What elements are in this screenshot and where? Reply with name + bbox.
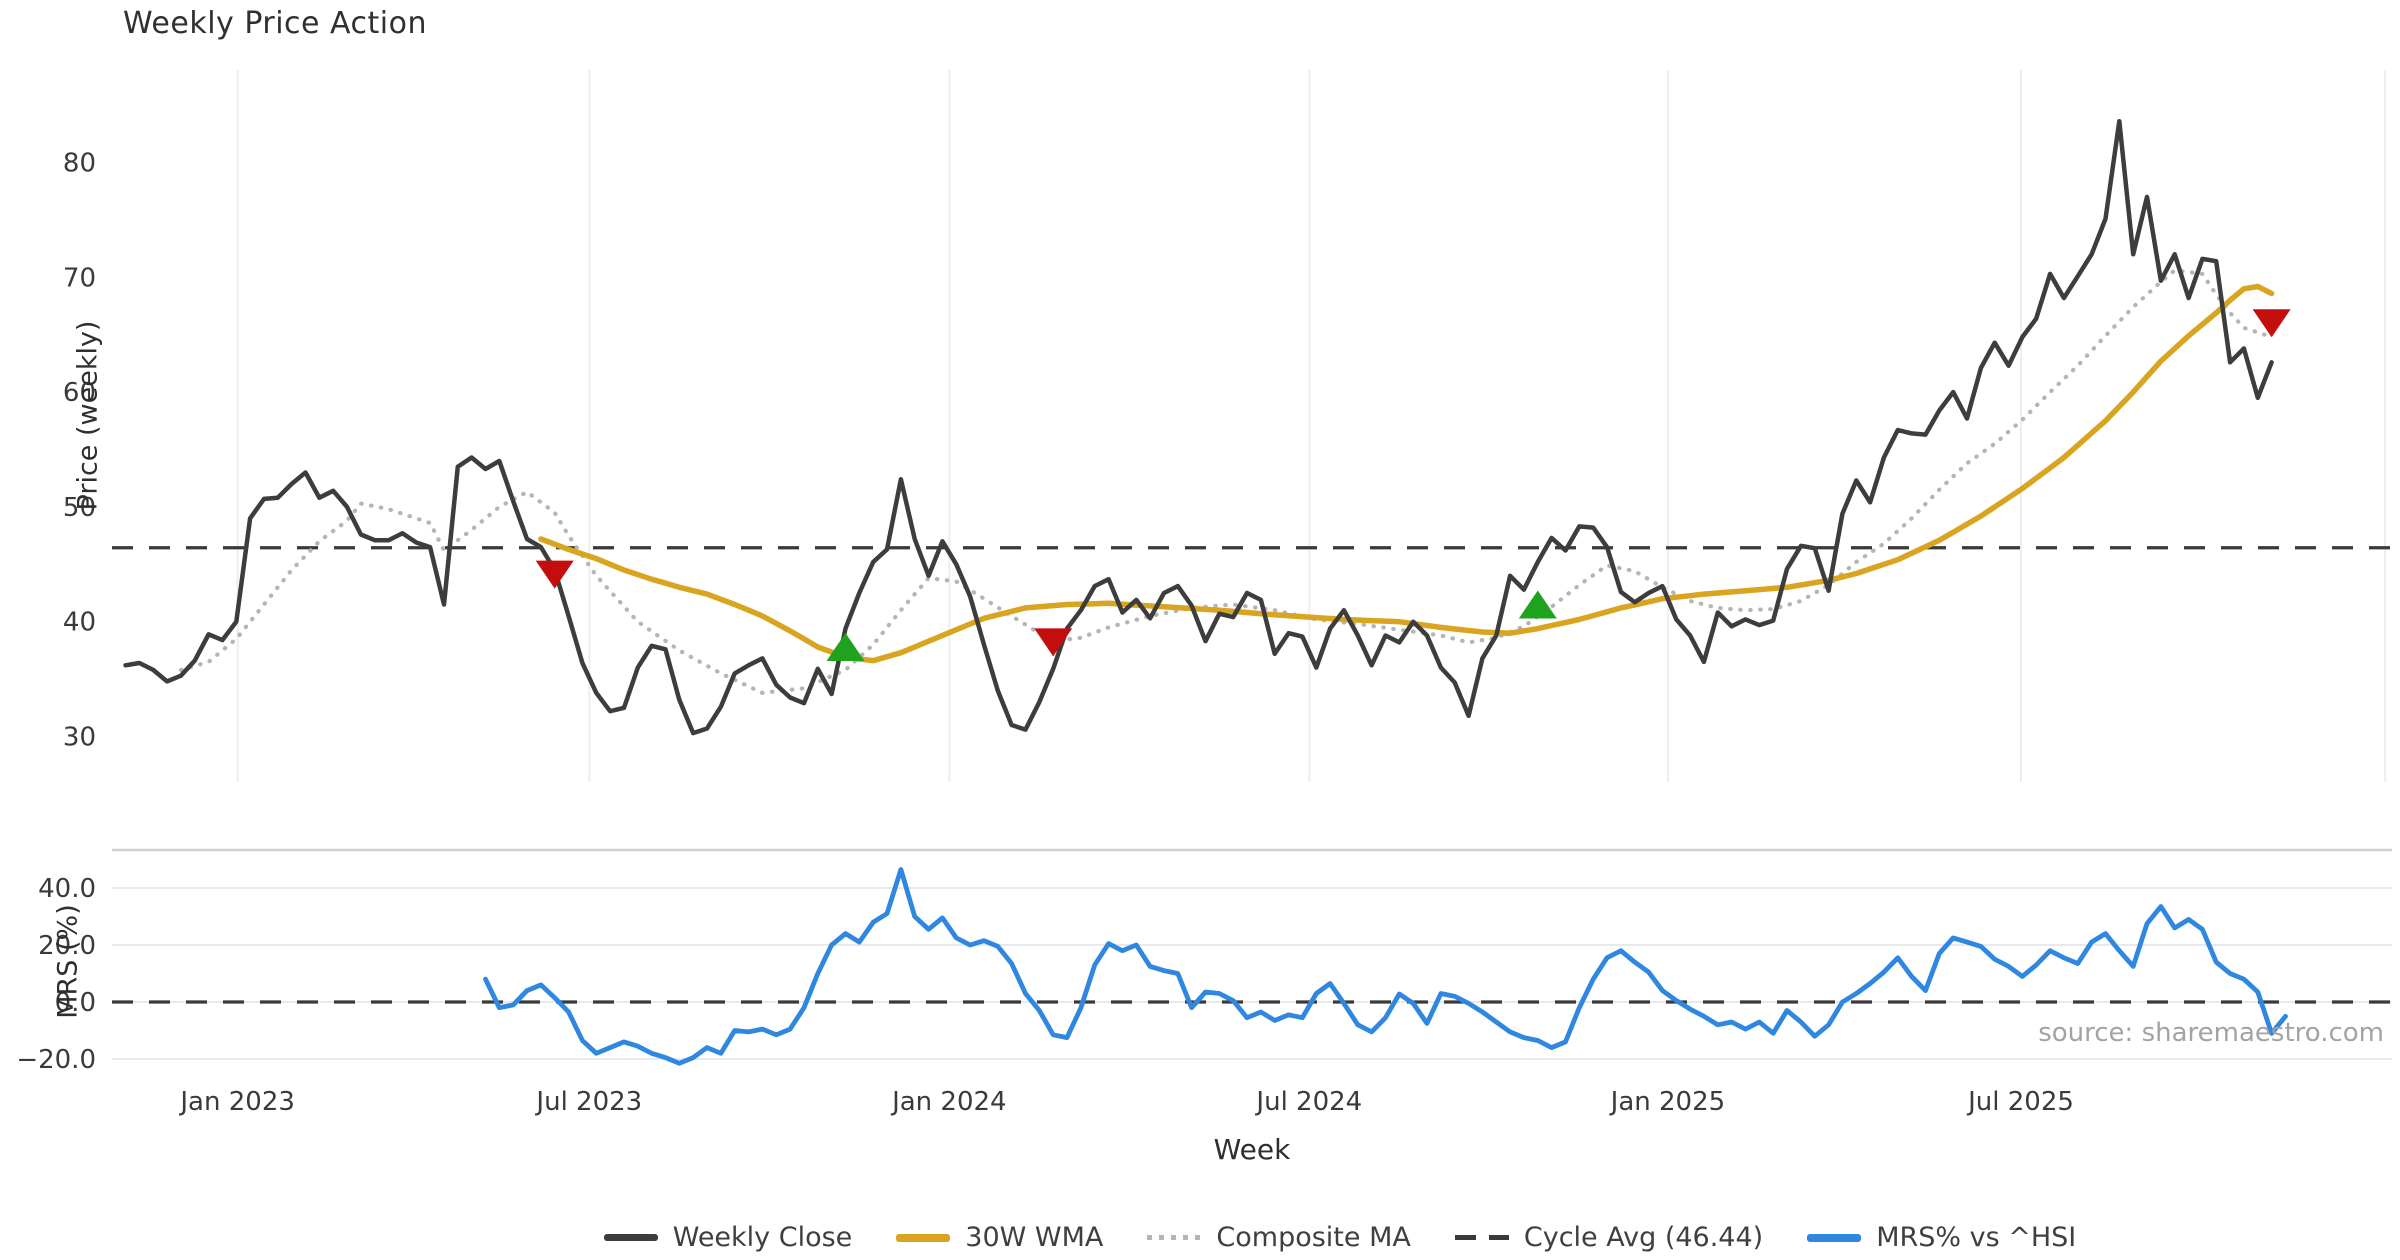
x-tick-label: Jan 2024	[890, 1087, 1007, 1117]
legend-item-cycle-avg: Cycle Avg (46.44)	[1454, 1222, 1764, 1253]
x-tick-label: Jul 2025	[1966, 1087, 2074, 1117]
mrs-tick-label: −20.0	[16, 1045, 96, 1075]
price-tick-label: 40	[63, 608, 96, 638]
buy-signal-marker	[1518, 590, 1557, 619]
sell-signal-marker	[1034, 628, 1073, 657]
price-tick-label: 80	[63, 149, 96, 179]
x-tick-label: Jul 2024	[1254, 1087, 1362, 1117]
mrs-swatch-icon	[1807, 1233, 1862, 1242]
price-tick-label: 70	[63, 263, 96, 293]
wma-swatch-icon	[896, 1233, 951, 1242]
mrs-tick-label: 0.0	[55, 988, 96, 1018]
mrs-tick-label: 20.0	[38, 931, 96, 961]
composite-ma-swatch-icon	[1147, 1235, 1202, 1240]
cycle-avg-swatch-icon	[1454, 1235, 1509, 1240]
sell-signal-marker	[535, 560, 574, 589]
series-composite-ma	[178, 268, 2274, 696]
buy-signal-marker	[826, 632, 865, 661]
series-30w-wma	[538, 283, 2275, 664]
price-tick-label: 50	[63, 493, 96, 523]
x-tick-label: Jul 2023	[534, 1087, 642, 1117]
mrs-tick-label: 40.0	[38, 874, 96, 904]
x-axis-label: Week	[1213, 1133, 1291, 1166]
price-tick-label: 30	[63, 723, 96, 753]
legend-item-mrs: MRS% vs ^HSI	[1807, 1222, 2076, 1253]
legend-item-30w-wma: 30W WMA	[896, 1222, 1103, 1253]
x-tick-label: Jan 2025	[1609, 1087, 1726, 1117]
source-watermark: source: sharemaestro.com	[2038, 1018, 2384, 1048]
chart-legend: Weekly Close 30W WMA Composite MA Cycle …	[140, 1222, 2400, 1253]
weekly-close-swatch-icon	[603, 1234, 658, 1241]
series-mrs	[483, 867, 2288, 1066]
legend-item-composite-ma: Composite MA	[1147, 1222, 1411, 1253]
mrs-axis-label: MRS (%)	[52, 904, 84, 1019]
legend-label-composite-ma: Composite MA	[1216, 1222, 1411, 1253]
price-tick-label: 60	[63, 378, 96, 408]
legend-label-mrs: MRS% vs ^HSI	[1876, 1222, 2077, 1253]
series-weekly-close	[123, 118, 2274, 736]
chart-title: Weekly Price Action	[123, 6, 427, 41]
legend-label-cycle-avg: Cycle Avg (46.44)	[1523, 1222, 1764, 1253]
legend-item-weekly-close: Weekly Close	[603, 1222, 853, 1253]
sell-signal-marker	[2252, 309, 2291, 338]
x-tick-label: Jan 2023	[178, 1087, 295, 1117]
legend-label-30w-wma: 30W WMA	[965, 1222, 1104, 1253]
price-axis-label: Price (weekly)	[72, 320, 104, 511]
legend-label-weekly-close: Weekly Close	[672, 1222, 853, 1253]
